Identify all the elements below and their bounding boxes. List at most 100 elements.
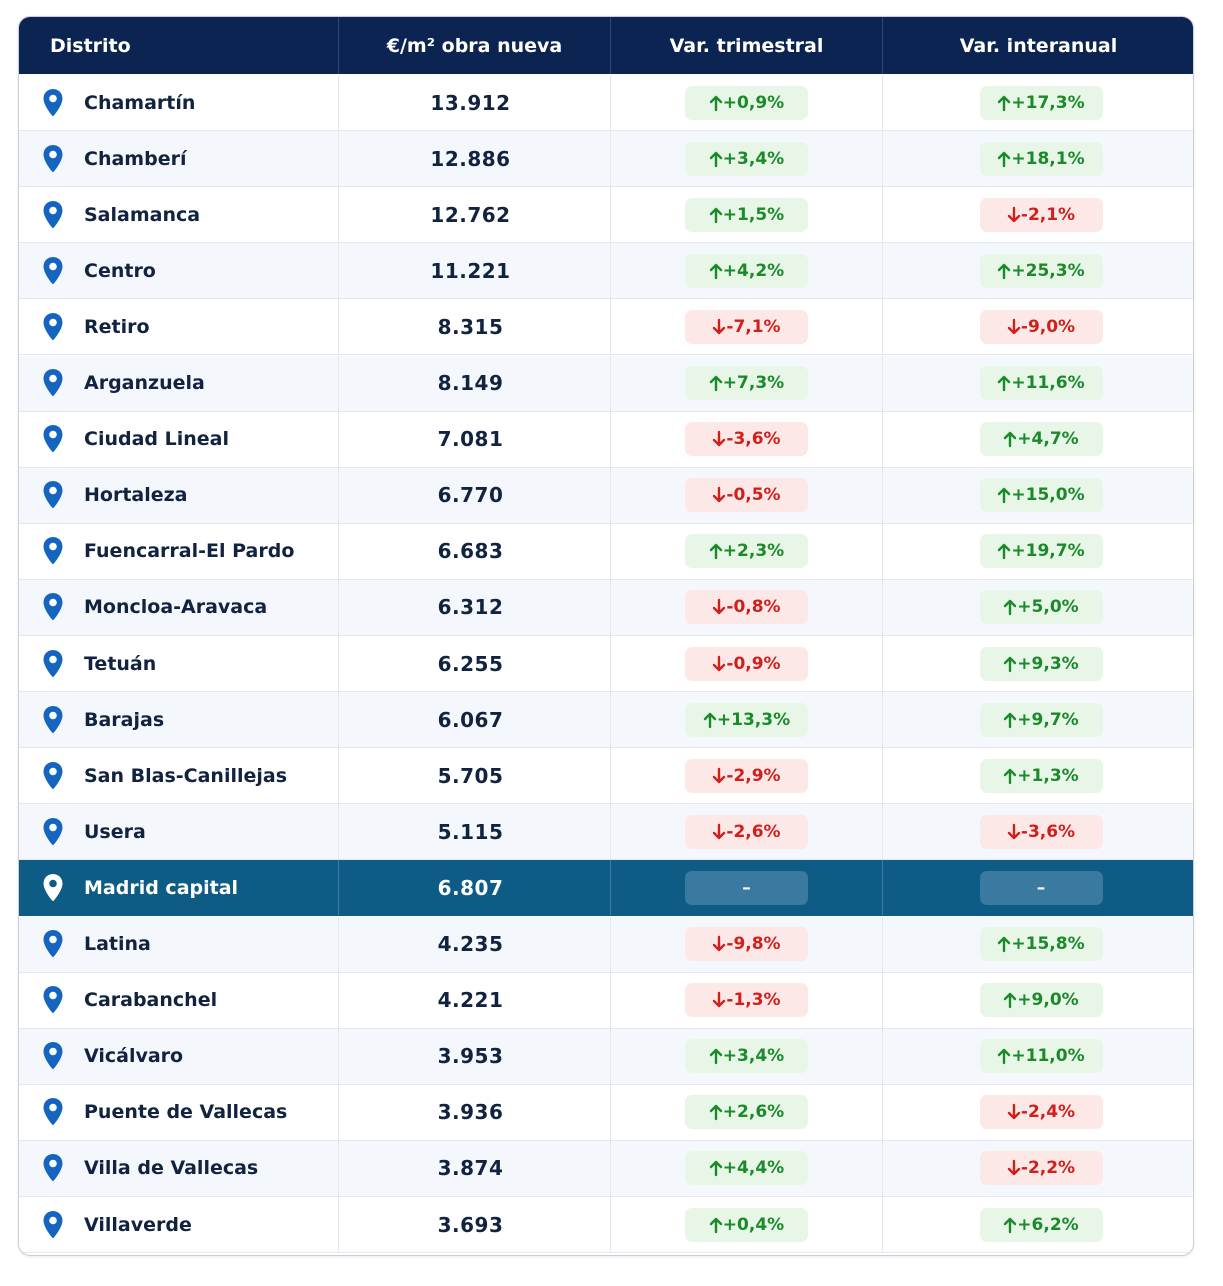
quarterly-change-badge: +0,4% [685, 1207, 808, 1242]
district-name: Retiro [84, 315, 150, 338]
table-row: Moncloa-Aravaca 6.312 -0,8% +5,0% [19, 579, 1193, 636]
arrow-up-icon [1003, 598, 1017, 616]
yearly-change-badge: +6,2% [979, 1207, 1103, 1242]
arrow-up-icon [1003, 1216, 1017, 1234]
table-row: Usera 5.115 -2,6% -3,6% [19, 804, 1193, 861]
price-value: 8.149 [437, 371, 504, 396]
arrow-up-icon [997, 1047, 1011, 1065]
arrow-up-icon [997, 94, 1011, 112]
quarterly-change-badge: -9,8% [685, 927, 808, 962]
arrow-up-icon [997, 542, 1011, 560]
district-name: Arganzuela [84, 372, 205, 395]
header-quarterly: Var. trimestral [611, 17, 883, 74]
table-row: Fuencarral-El Pardo 6.683 +2,3% +19,7% [19, 523, 1193, 580]
district-name: Barajas [84, 708, 165, 731]
price-value: 12.886 [430, 146, 511, 171]
table-row: Chamartín 13.912 +0,9% +17,3% [19, 75, 1193, 132]
quarterly-change-badge: -7,1% [685, 309, 808, 344]
quarterly-change-badge: +3,4% [685, 1039, 808, 1074]
price-value: 3.874 [437, 1156, 504, 1181]
arrow-up-icon [1003, 655, 1017, 673]
price-value: 5.705 [437, 763, 504, 788]
location-pin-icon [41, 368, 65, 398]
quarterly-change-badge: – [685, 870, 808, 905]
arrow-down-icon [1007, 1159, 1021, 1177]
price-value: 6.807 [437, 875, 504, 900]
quarterly-change-badge: +4,2% [685, 253, 808, 288]
quarterly-change-badge: +13,3% [685, 702, 808, 737]
yearly-change-badge: +11,0% [979, 1039, 1103, 1074]
arrow-up-icon [709, 94, 723, 112]
location-pin-icon [41, 424, 65, 454]
location-pin-icon [41, 1097, 65, 1127]
district-name: Ciudad Lineal [84, 428, 229, 451]
arrow-down-icon [1007, 318, 1021, 336]
district-name: Hortaleza [84, 484, 188, 507]
yearly-change-badge: -2,2% [979, 1151, 1103, 1186]
yearly-change-badge: +1,3% [979, 758, 1103, 793]
district-name: Fuencarral-El Pardo [84, 540, 295, 563]
table-row: Tetuán 6.255 -0,9% +9,3% [19, 636, 1193, 693]
district-name: Moncloa-Aravaca [84, 596, 268, 619]
price-value: 6.683 [437, 539, 504, 564]
location-pin-icon [41, 536, 65, 566]
table-row: Villa de Vallecas 3.874 +4,4% -2,2% [19, 1140, 1193, 1197]
quarterly-change-badge: -0,8% [685, 590, 808, 625]
location-pin-icon [41, 88, 65, 118]
arrow-down-icon [712, 935, 726, 953]
location-pin-icon [41, 929, 65, 959]
district-name: Villaverde [84, 1213, 192, 1236]
table-row-total: Madrid capital 6.807 – – [19, 860, 1193, 917]
header-yearly: Var. interanual [883, 17, 1193, 74]
district-name: Carabanchel [84, 989, 218, 1012]
location-pin-icon [41, 312, 65, 342]
table-row: Arganzuela 8.149 +7,3% +11,6% [19, 355, 1193, 412]
location-pin-icon [41, 256, 65, 286]
table-row: Villaverde 3.693 +0,4% +6,2% [19, 1197, 1193, 1254]
location-pin-icon [41, 705, 65, 735]
location-pin-icon [41, 144, 65, 174]
price-value: 4.235 [437, 932, 504, 957]
arrow-up-icon [709, 1047, 723, 1065]
quarterly-change-badge: +2,6% [685, 1095, 808, 1130]
arrow-up-icon [1003, 767, 1017, 785]
yearly-change-badge: -2,1% [979, 197, 1103, 232]
header-price: €/m² obra nueva [339, 17, 611, 74]
district-name: Tetuán [84, 652, 157, 675]
price-value: 12.762 [430, 202, 511, 227]
table-row: Salamanca 12.762 +1,5% -2,1% [19, 187, 1193, 244]
price-value: 11.221 [430, 258, 511, 283]
price-value: 4.221 [437, 988, 504, 1013]
quarterly-change-badge: -0,5% [685, 478, 808, 513]
table-row: Puente de Vallecas 3.936 +2,6% -2,4% [19, 1084, 1193, 1141]
table-row: Barajas 6.067 +13,3% +9,7% [19, 692, 1193, 749]
arrow-up-icon [709, 150, 723, 168]
location-pin-icon [41, 761, 65, 791]
table-header: Distrito €/m² obra nueva Var. trimestral… [19, 17, 1193, 74]
arrow-up-icon [709, 542, 723, 560]
arrow-up-icon [997, 262, 1011, 280]
quarterly-change-badge: +1,5% [685, 197, 808, 232]
location-pin-icon [41, 1153, 65, 1183]
quarterly-change-badge: -1,3% [685, 983, 808, 1018]
arrow-up-icon [709, 1103, 723, 1121]
arrow-up-icon [1003, 991, 1017, 1009]
arrow-up-icon [997, 150, 1011, 168]
price-value: 6.067 [437, 707, 504, 732]
price-value: 8.315 [437, 314, 504, 339]
district-name: Centro [84, 259, 156, 282]
yearly-change-badge: +17,3% [979, 85, 1103, 120]
table-row: Chamberí 12.886 +3,4% +18,1% [19, 131, 1193, 188]
yearly-change-badge: +25,3% [979, 253, 1103, 288]
yearly-change-badge: -3,6% [979, 814, 1103, 849]
yearly-change-badge: – [979, 870, 1103, 905]
header-district: Distrito [19, 17, 339, 74]
quarterly-change-badge: +4,4% [685, 1151, 808, 1186]
quarterly-change-badge: -2,9% [685, 758, 808, 793]
location-pin-icon [41, 1210, 65, 1240]
quarterly-change-badge: -3,6% [685, 422, 808, 457]
district-name: Madrid capital [84, 876, 239, 899]
district-name: Usera [84, 820, 146, 843]
district-name: Chamberí [84, 147, 187, 170]
location-pin-icon [41, 592, 65, 622]
